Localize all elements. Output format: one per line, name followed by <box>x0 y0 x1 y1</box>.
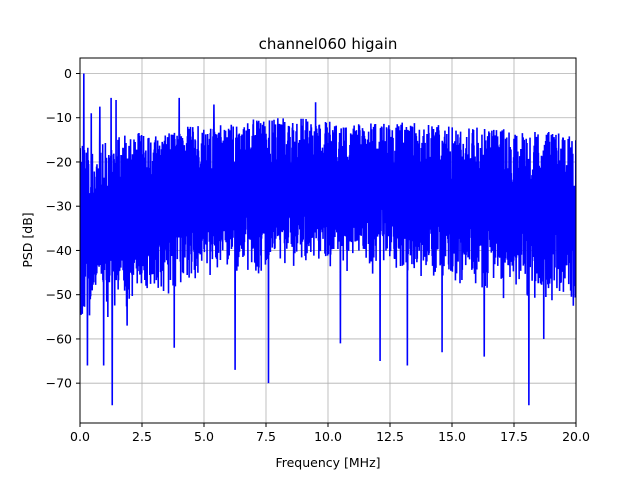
y-axis-label: PSD [dB] <box>20 212 35 267</box>
y-tick-label: −40 <box>46 243 72 258</box>
x-tick-label: 15.0 <box>438 429 466 444</box>
x-tick-label: 5.0 <box>194 429 214 444</box>
x-tick-label: 17.5 <box>500 429 528 444</box>
y-tick-label: −70 <box>46 376 72 391</box>
y-tick-label: 0 <box>64 66 72 81</box>
y-tick-label: −10 <box>46 110 72 125</box>
x-tick-label: 12.5 <box>376 429 404 444</box>
x-tick-label: 7.5 <box>256 429 276 444</box>
y-axis-ticks: 0 −10 −20 −30 −40 −50 −60 −70 <box>46 66 80 391</box>
chart-title: channel060 higain <box>259 35 398 53</box>
y-tick-label: −30 <box>46 199 72 214</box>
x-tick-label: 10.0 <box>314 429 342 444</box>
y-tick-label: −60 <box>46 331 72 346</box>
x-tick-label: 2.5 <box>132 429 152 444</box>
plot-area <box>80 73 576 406</box>
x-axis-label: Frequency [MHz] <box>275 455 380 470</box>
x-axis-ticks: 0.0 2.5 5.0 7.5 10.0 12.5 15.0 17.5 20.0 <box>70 423 590 444</box>
x-tick-label: 0.0 <box>70 429 90 444</box>
y-tick-label: −50 <box>46 287 72 302</box>
psd-series-line <box>80 73 576 406</box>
y-tick-label: −20 <box>46 154 72 169</box>
x-tick-label: 20.0 <box>562 429 590 444</box>
